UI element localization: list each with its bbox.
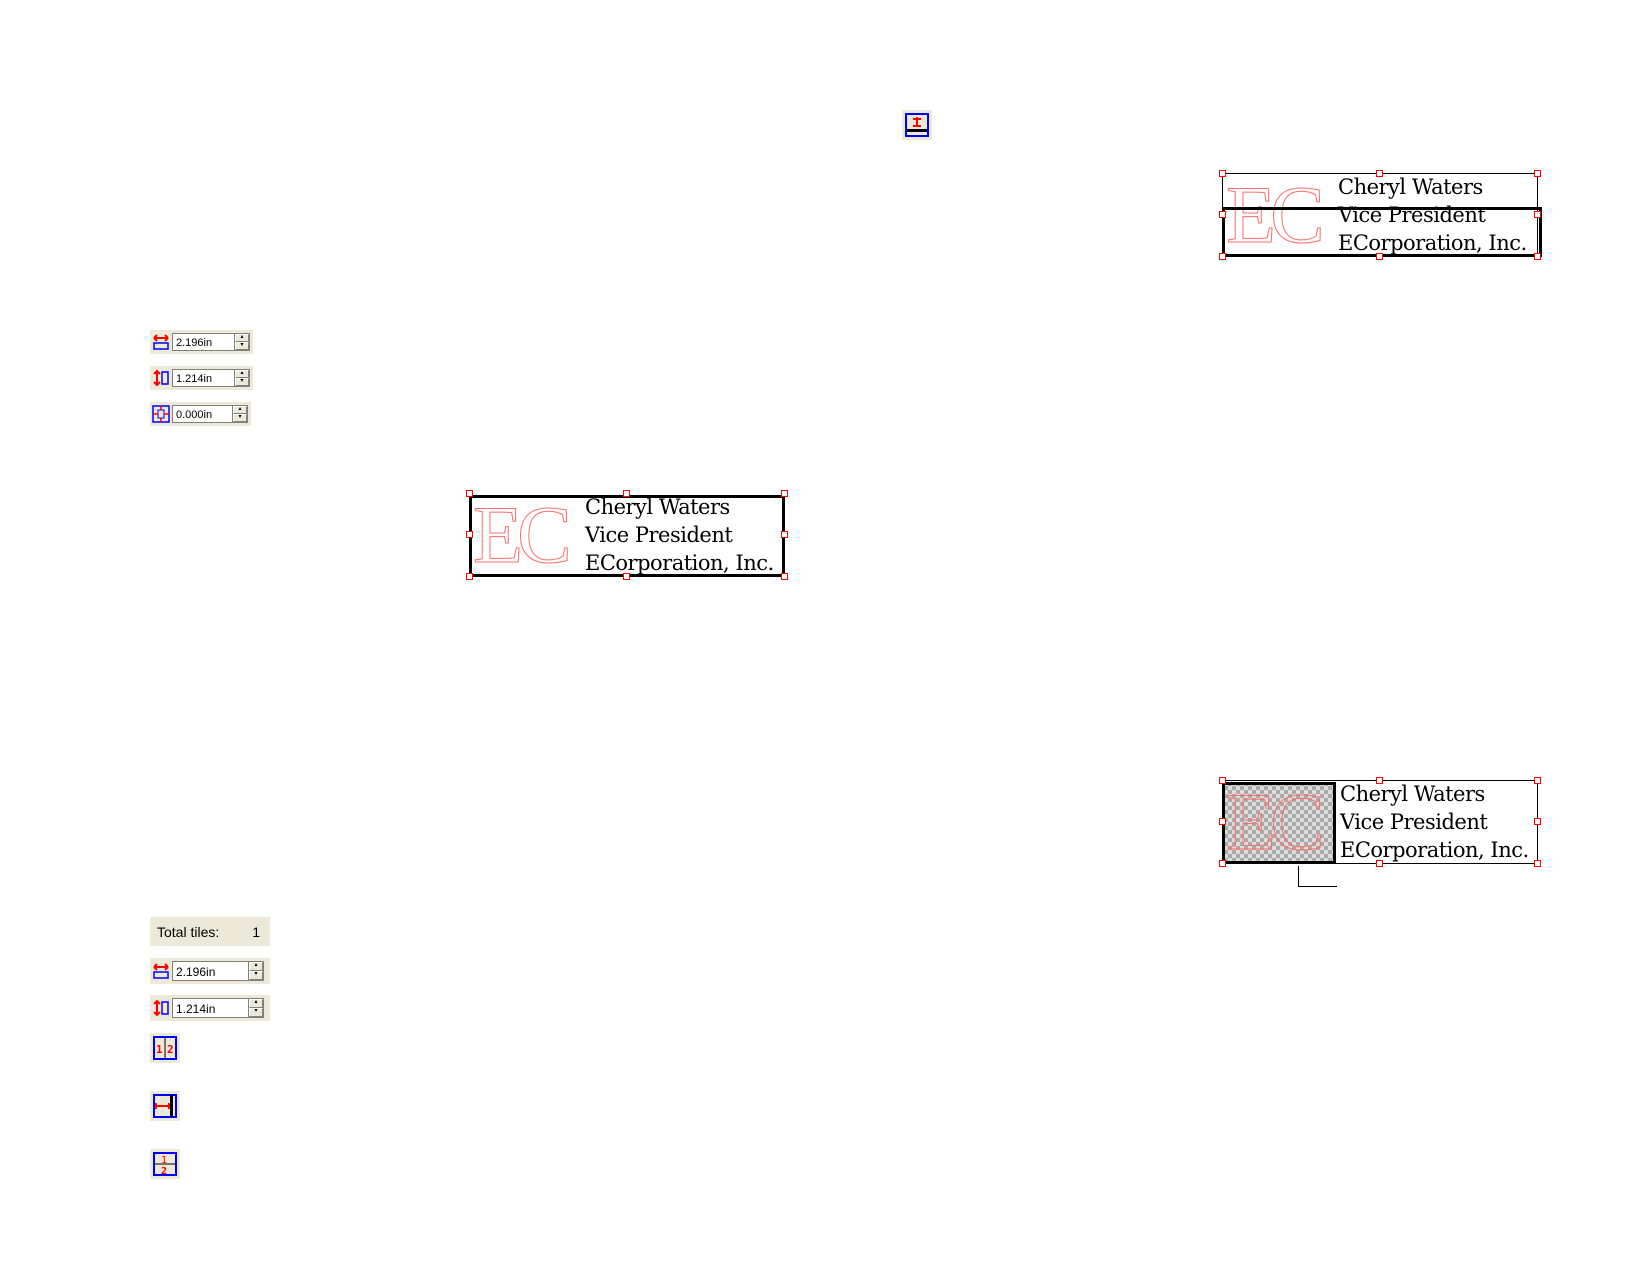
resize-handle[interactable] [1534, 170, 1541, 177]
resize-handle[interactable] [1219, 860, 1226, 867]
width-input[interactable]: 2.196in [172, 333, 234, 351]
resize-handle[interactable] [1376, 170, 1383, 177]
business-card-tiled[interactable]: EC Cheryl Waters Vice President ECorpora… [1219, 776, 1541, 887]
resize-handle[interactable] [1219, 818, 1226, 825]
height-icon [150, 367, 172, 389]
business-card-preview[interactable]: EC Cheryl Waters Vice President ECorpora… [466, 489, 788, 580]
total-tiles-label: Total tiles: [157, 923, 220, 940]
align-bottom-button[interactable] [902, 110, 932, 140]
resize-handle[interactable] [1376, 777, 1383, 784]
tile-rows-icon: 12 [153, 1152, 177, 1176]
card-logo: EC [1226, 169, 1326, 260]
resize-handle[interactable] [781, 573, 788, 580]
card-name: Cheryl Waters [1340, 782, 1485, 806]
card-logo: EC [473, 489, 573, 580]
resize-handle[interactable] [1376, 860, 1383, 867]
resize-handle[interactable] [1534, 211, 1541, 218]
height-icon [150, 997, 172, 1019]
resize-handle[interactable] [1219, 211, 1226, 218]
resize-handle[interactable] [1534, 253, 1541, 260]
total-tiles-panel: Total tiles: 1 [150, 917, 270, 946]
align-bottom-icon [905, 113, 929, 137]
card-company: ECorporation, Inc. [585, 551, 774, 575]
svg-text:2: 2 [161, 1166, 167, 1176]
resize-handle[interactable] [1219, 170, 1226, 177]
resize-handle[interactable] [623, 490, 630, 497]
card-logo: EC [1226, 776, 1326, 867]
tile-overlap-button[interactable] [150, 1091, 180, 1121]
resize-handle[interactable] [781, 531, 788, 538]
business-card-bottom-aligned[interactable]: EC Cheryl Waters Vice President ECorpora… [1219, 169, 1542, 260]
selection-outline [1222, 207, 1542, 257]
card-company: ECorporation, Inc. [1340, 838, 1529, 862]
width-icon [150, 960, 172, 982]
resize-handle[interactable] [1534, 777, 1541, 784]
resize-handle[interactable] [1534, 818, 1541, 825]
card-title: Vice President [1340, 810, 1488, 834]
height-control: 1.214in ▴ ▾ [150, 366, 253, 390]
resize-handle[interactable] [1376, 253, 1383, 260]
height-input[interactable]: 1.214in [172, 369, 234, 387]
resize-handle[interactable] [623, 573, 630, 580]
svg-text:2: 2 [167, 1043, 174, 1056]
tile-height-input[interactable]: 1.214in [172, 998, 248, 1018]
offset-input[interactable]: 0.000in [172, 405, 232, 423]
selection-outline [469, 495, 785, 577]
tile-width-control: 2.196in ▴ ▾ [150, 958, 270, 984]
tile-height-spinner[interactable]: ▴ ▾ [248, 998, 264, 1018]
resize-handle[interactable] [1219, 777, 1226, 784]
tile-height-control: 1.214in ▴ ▾ [150, 995, 270, 1021]
resize-handle[interactable] [466, 573, 473, 580]
tile-width-input[interactable]: 2.196in [172, 961, 248, 981]
card-name: Cheryl Waters [585, 495, 730, 519]
tile-overlap-icon [153, 1094, 177, 1118]
selection-outline [1222, 782, 1336, 864]
resize-handle[interactable] [1534, 860, 1541, 867]
tile-width-spinner[interactable]: ▴ ▾ [248, 961, 264, 981]
width-spinner[interactable]: ▴ ▾ [234, 333, 250, 351]
card-name: Cheryl Waters [1338, 175, 1483, 199]
svg-text:1: 1 [161, 1155, 167, 1166]
card-title: Vice President [585, 523, 733, 547]
card-company: ECorporation, Inc. [1338, 231, 1527, 255]
tile-region [1224, 782, 1334, 862]
width-icon [150, 331, 172, 353]
height-spinner[interactable]: ▴ ▾ [234, 369, 250, 387]
total-tiles-value: 1 [252, 923, 260, 940]
callout-line [1298, 866, 1337, 887]
width-control: 2.196in ▴ ▾ [150, 330, 253, 354]
offset-icon [150, 403, 172, 425]
resize-handle[interactable] [466, 531, 473, 538]
offset-control: 0.000in ▴ ▾ [150, 402, 251, 426]
resize-handle[interactable] [1219, 253, 1226, 260]
offset-spinner[interactable]: ▴ ▾ [232, 405, 248, 423]
resize-handle[interactable] [466, 490, 473, 497]
resize-handle[interactable] [781, 490, 788, 497]
svg-text:1: 1 [156, 1043, 163, 1056]
